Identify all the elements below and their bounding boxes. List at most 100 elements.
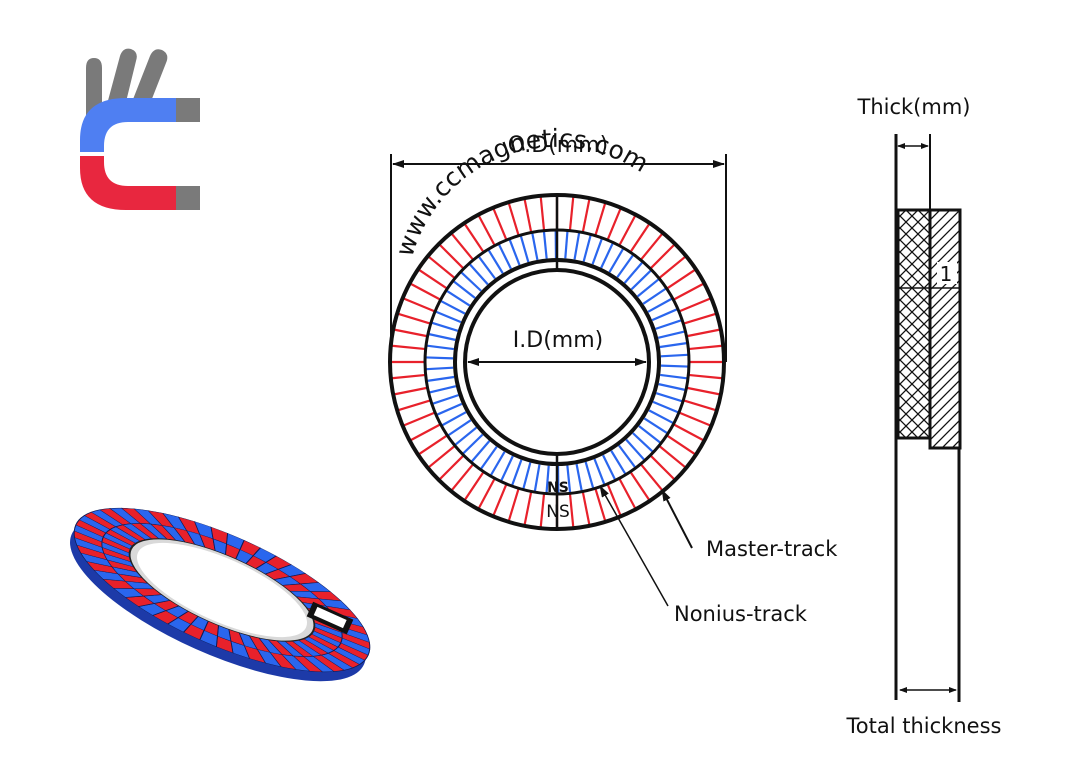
- master-pole-line: [397, 312, 432, 325]
- nonius-pole-line: [427, 375, 455, 382]
- thick-label: Thick(mm): [857, 95, 971, 119]
- master-pole-line: [477, 477, 496, 509]
- master-pole-line: [658, 255, 687, 280]
- nonius-pole-line: [657, 330, 685, 339]
- master-pole-line: [666, 268, 696, 290]
- nonius-pole-line: [470, 440, 491, 463]
- master-pole-line: [686, 328, 721, 338]
- master-pole-line: [688, 344, 723, 351]
- nonius-pole-line: [643, 417, 668, 434]
- master-pole-line: [507, 487, 520, 522]
- master-pole-line: [438, 243, 465, 270]
- nonius-pole-line: [566, 465, 572, 493]
- nonius-pole-line: [478, 256, 496, 280]
- nonius-pole-line: [432, 394, 459, 405]
- nonius-pole-line: [460, 271, 482, 292]
- master-pole-line: [450, 463, 475, 492]
- ring-pole-segments: [391, 195, 723, 529]
- master-pole-line: [649, 243, 676, 270]
- master-pole-line: [410, 423, 442, 442]
- nonius-pole-line: [441, 411, 467, 427]
- master-pole-line: [606, 483, 622, 516]
- master-pole-line: [463, 223, 485, 253]
- master-pole-line: [393, 386, 428, 396]
- nonius-pole-line: [591, 238, 603, 265]
- nonius-pole-line: [531, 233, 539, 261]
- layer-number: 1: [940, 262, 953, 286]
- nonius-pole-line: [623, 261, 644, 284]
- nonius-pole-line: [655, 392, 683, 403]
- master-pole-line: [391, 344, 426, 351]
- master-pole-line: [678, 411, 711, 427]
- nonius-pole-line: [431, 321, 459, 332]
- master-pole-line: [618, 477, 637, 509]
- nonius-pole-line: [648, 409, 674, 424]
- pole-label-nonius: NS: [547, 480, 569, 496]
- nonius-pole-line: [533, 464, 541, 492]
- master-pole-line: [672, 282, 704, 301]
- nonius-pole-line: [453, 280, 476, 299]
- master-pole-line: [629, 471, 651, 501]
- master-pole-line: [427, 444, 456, 469]
- nonius-pole-line: [454, 426, 478, 446]
- master-pole-line: [666, 434, 696, 456]
- nonius-pole-line: [651, 308, 678, 322]
- master-pole-line: [678, 297, 711, 313]
- master-pole-line: [427, 255, 456, 280]
- master-pole-line: [639, 232, 664, 261]
- nonius-pole-line: [584, 461, 595, 489]
- nonius-track-label: Nonius-track: [674, 602, 808, 626]
- logo-magnet-red: [80, 156, 176, 210]
- master-pole-line: [639, 463, 664, 492]
- nonius-pole-line: [660, 373, 688, 380]
- nonius-pole-line: [447, 419, 472, 437]
- nonius-pole-line: [638, 425, 661, 444]
- track-boundary: [423, 228, 691, 496]
- logo-magnet-tip-top: [176, 98, 200, 122]
- master-pole-line: [682, 399, 717, 412]
- inner-support-ring: [453, 258, 661, 466]
- nonius-pole-line: [655, 319, 682, 330]
- master-pole-line: [594, 202, 607, 237]
- logo-finger-2: [106, 48, 137, 110]
- nonius-pole-line: [542, 231, 548, 259]
- layer-number-bg: [937, 262, 957, 284]
- logo-magnet-blue: [80, 98, 176, 152]
- nonius-pole-line: [632, 432, 654, 453]
- nonius-pole-line: [436, 402, 463, 416]
- magnet-layer-crosshatch: [896, 208, 932, 440]
- logo-icon: [80, 48, 200, 210]
- master-pole-line: [523, 491, 533, 526]
- master-pole-line: [463, 471, 485, 501]
- nonius-pole-line: [487, 249, 504, 274]
- master-pole-line: [418, 434, 448, 456]
- nonius-pole-line: [610, 450, 627, 475]
- nonius-pole-line: [630, 269, 652, 291]
- master-pole-line: [492, 483, 508, 516]
- ring-3d-illustration: [70, 507, 371, 682]
- nonius-pole-line: [575, 463, 583, 491]
- nonius-pole-line: [659, 342, 687, 349]
- master-pole-line: [507, 202, 520, 237]
- nonius-pole-line: [522, 462, 532, 489]
- master-pole-line: [539, 196, 546, 231]
- master-pole-line: [477, 215, 496, 247]
- nonius-pole-line: [647, 297, 673, 313]
- master-pole-line: [410, 282, 442, 301]
- nonius-pole-line: [469, 263, 489, 286]
- nonius-pole-line: [593, 458, 606, 485]
- nonius-pole-line: [426, 344, 454, 351]
- master-pole-line: [523, 198, 533, 233]
- nonius-pole-line: [426, 366, 454, 371]
- master-track-label: Master-track: [706, 537, 838, 561]
- nonius-pole-line: [573, 232, 581, 260]
- nonius-pole-line: [608, 248, 625, 273]
- logo-finger-3: [128, 49, 168, 114]
- nonius-pole-line: [428, 333, 456, 341]
- id-label: I.D(mm): [513, 328, 603, 353]
- master-pole-line: [438, 454, 465, 481]
- master-pole-line: [649, 454, 676, 481]
- master-track-leader: [661, 489, 693, 549]
- nonius-pole-line: [498, 244, 512, 270]
- master-pole-line: [568, 493, 575, 528]
